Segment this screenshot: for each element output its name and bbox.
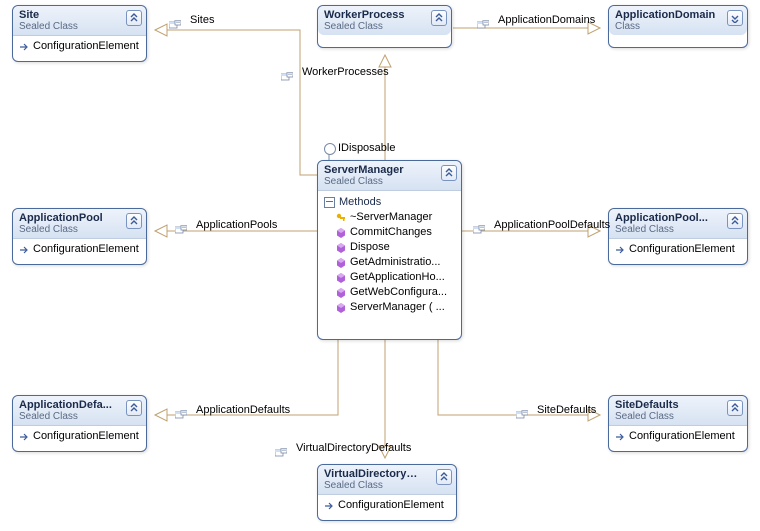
method-icon: [336, 303, 346, 313]
property-icon: [275, 448, 287, 458]
arrowhead-icon: [155, 409, 167, 421]
property-icon: [473, 225, 485, 235]
class-node-applicationdefaults[interactable]: ApplicationDefa... Sealed Class Configur…: [12, 395, 147, 452]
association-label: ApplicationPoolDefaults: [494, 219, 610, 231]
association-label: Sites: [190, 14, 214, 26]
property-icon: [281, 72, 293, 82]
association-label: ApplicationDefaults: [196, 404, 290, 416]
method-icon: [336, 273, 346, 283]
base-class-line: ConfigurationElement: [17, 39, 142, 54]
collapse-icon[interactable]: [126, 10, 142, 26]
method-row[interactable]: GetWebConfigura...: [322, 285, 457, 300]
node-subtitle: Sealed Class: [615, 224, 741, 236]
method-row[interactable]: GetApplicationHo...: [322, 270, 457, 285]
node-title: Site: [19, 9, 140, 21]
node-title: WorkerProcess: [324, 9, 445, 21]
method-row[interactable]: GetAdministratio...: [322, 255, 457, 270]
method-name: ~ServerManager: [350, 210, 432, 225]
base-class-line: ConfigurationElement: [17, 242, 142, 257]
collapse-icon[interactable]: [126, 400, 142, 416]
node-subtitle: Sealed Class: [324, 176, 455, 188]
class-node-servermanager[interactable]: ServerManager Sealed Class Methods ~Serv…: [317, 160, 462, 340]
interface-label: IDisposable: [338, 142, 395, 154]
method-row[interactable]: ServerManager ( ...: [322, 300, 457, 315]
method-icon: [336, 258, 346, 268]
class-node-applicationdomain[interactable]: ApplicationDomain Class: [608, 5, 748, 48]
collapse-icon[interactable]: [436, 469, 452, 485]
property-icon: [175, 410, 187, 420]
node-subtitle: Class: [615, 21, 741, 33]
collapse-icon[interactable]: [727, 213, 743, 229]
class-node-applicationpool[interactable]: ApplicationPool Sealed Class Configurati…: [12, 208, 147, 265]
method-name: GetAdministratio...: [350, 255, 440, 270]
base-class-line: ConfigurationElement: [322, 498, 452, 513]
key-icon: [336, 213, 346, 223]
node-title: ApplicationDomain: [615, 9, 741, 21]
property-icon: [169, 20, 181, 30]
node-subtitle: Sealed Class: [324, 21, 445, 33]
collapse-icon[interactable]: [431, 10, 447, 26]
method-name: ServerManager ( ...: [350, 300, 445, 315]
method-row[interactable]: ~ServerManager: [322, 210, 457, 225]
interface-lollipop: [324, 143, 336, 155]
method-row[interactable]: Dispose: [322, 240, 457, 255]
collapse-icon[interactable]: [126, 213, 142, 229]
collapse-icon[interactable]: [727, 400, 743, 416]
method-icon: [336, 243, 346, 253]
method-name: GetApplicationHo...: [350, 270, 445, 285]
method-icon: [336, 228, 346, 238]
node-title: ApplicationDefa...: [19, 399, 140, 411]
base-class-line: ConfigurationElement: [613, 242, 743, 257]
class-node-site[interactable]: Site Sealed Class ConfigurationElement: [12, 5, 147, 62]
class-node-workerprocess[interactable]: WorkerProcess Sealed Class: [317, 5, 452, 48]
methods-section-header[interactable]: Methods: [322, 194, 457, 210]
base-class-line: ConfigurationElement: [613, 429, 743, 444]
class-node-sitedefaults[interactable]: SiteDefaults Sealed Class ConfigurationE…: [608, 395, 748, 452]
base-class-line: ConfigurationElement: [17, 429, 142, 444]
property-icon: [516, 410, 528, 420]
association-label: WorkerProcesses: [302, 66, 389, 78]
arrowhead-icon: [155, 225, 167, 237]
collapse-icon[interactable]: [441, 165, 457, 181]
association-label: ApplicationDomains: [498, 14, 595, 26]
association-label: VirtualDirectoryDefaults: [296, 442, 411, 454]
association-edge: [155, 30, 317, 175]
node-title: SiteDefaults: [615, 399, 741, 411]
minus-icon: [324, 197, 335, 208]
method-name: GetWebConfigura...: [350, 285, 447, 300]
class-node-applicationpooldefaults[interactable]: ApplicationPool... Sealed Class Configur…: [608, 208, 748, 265]
node-title: VirtualDirectory…: [324, 468, 450, 480]
node-subtitle: Sealed Class: [19, 411, 140, 423]
node-subtitle: Sealed Class: [324, 480, 450, 492]
property-icon: [175, 225, 187, 235]
method-icon: [336, 288, 346, 298]
node-title: ApplicationPool: [19, 212, 140, 224]
method-row[interactable]: CommitChanges: [322, 225, 457, 240]
collapse-icon[interactable]: [727, 10, 743, 26]
property-icon: [477, 20, 489, 30]
node-title: ApplicationPool...: [615, 212, 741, 224]
association-label: SiteDefaults: [537, 404, 596, 416]
node-title: ServerManager: [324, 164, 455, 176]
node-subtitle: Sealed Class: [19, 224, 140, 236]
arrowhead-icon: [155, 24, 167, 36]
method-name: Dispose: [350, 240, 390, 255]
node-subtitle: Sealed Class: [19, 21, 140, 33]
node-subtitle: Sealed Class: [615, 411, 741, 423]
class-node-virtualdirectorydefaults[interactable]: VirtualDirectory… Sealed Class Configura…: [317, 464, 457, 521]
association-label: ApplicationPools: [196, 219, 277, 231]
method-name: CommitChanges: [350, 225, 432, 240]
